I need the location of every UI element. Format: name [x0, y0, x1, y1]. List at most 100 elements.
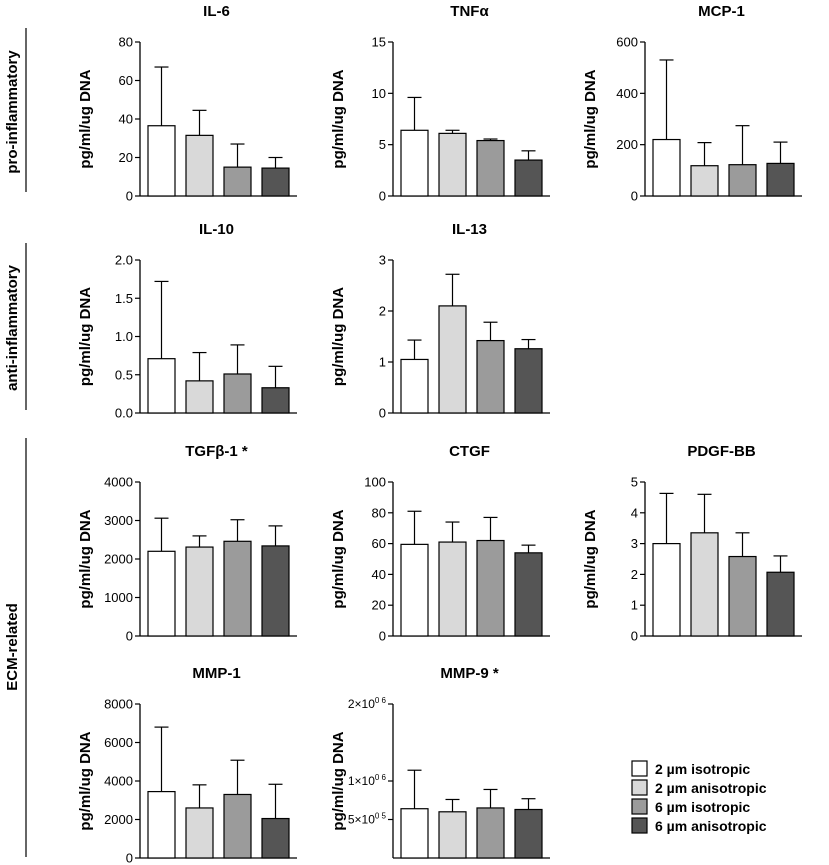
y-tick-label: 0.0 — [115, 406, 133, 421]
chart-title: TGFβ-1 * — [185, 443, 248, 460]
y-axis-label: pg/ml/ug DNA — [330, 731, 347, 830]
y-axis-label: pg/ml/ug DNA — [330, 509, 347, 608]
y-tick-label: 4 — [631, 505, 638, 520]
bar — [185, 807, 214, 859]
y-tick-label: 20 — [372, 598, 386, 613]
bar — [514, 552, 543, 637]
bar — [261, 167, 290, 197]
bar — [514, 808, 543, 859]
panel-mmp9: MMP-9 * pg/ml/ug DNA 5×100 5 1×100 6 2×100 6 — [330, 665, 550, 859]
y-tick-label: 0 — [379, 189, 386, 204]
panel-mcp1: MCP-1 pg/ml/ug DNA 0 200 400 600 — [582, 3, 802, 204]
bar — [476, 539, 505, 637]
bar — [690, 165, 719, 197]
bar — [400, 129, 429, 197]
legend-swatch — [631, 779, 648, 796]
bar — [261, 817, 290, 859]
bar — [400, 543, 429, 637]
legend-swatch — [631, 760, 648, 777]
y-axis-label: pg/ml/ug DNA — [77, 69, 94, 168]
legend-label: 2 µm anisotropic — [655, 780, 767, 796]
group-label: pro-inflammatory — [4, 50, 21, 174]
y-tick-label: 0 — [631, 189, 638, 204]
bar — [223, 540, 252, 637]
legend-swatch — [631, 817, 648, 834]
y-tick-label: 0 — [126, 851, 133, 865]
y-axis-label: pg/ml/ug DNA — [582, 509, 599, 608]
legend-item: 6 µm isotropic — [631, 798, 750, 815]
bar — [223, 373, 252, 414]
y-tick-label: 2000 — [104, 812, 133, 827]
legend-swatch — [631, 798, 648, 815]
chart-title: PDGF-BB — [687, 443, 755, 460]
y-tick-label: 200 — [616, 137, 638, 152]
legend-label: 6 µm anisotropic — [655, 818, 767, 834]
y-tick-label: 15 — [372, 35, 386, 50]
y-tick-label: 0 — [379, 406, 386, 421]
bar — [147, 550, 176, 637]
y-axis-label: pg/ml/ug DNA — [77, 509, 94, 608]
group-pro-inflammatory: pro-inflammatory — [4, 28, 27, 192]
legend-label: 6 µm isotropic — [655, 799, 750, 815]
bar — [223, 166, 252, 197]
y-tick-label: 3 — [379, 253, 386, 268]
chart-title: MCP-1 — [698, 3, 745, 20]
y-tick-label: 2×100 6 — [348, 696, 387, 711]
bar — [514, 159, 543, 197]
bar — [514, 348, 543, 414]
y-tick-label: 60 — [119, 73, 133, 88]
y-tick-label: 2 — [631, 567, 638, 582]
y-tick-label: 8000 — [104, 697, 133, 712]
bar — [147, 125, 176, 197]
panel-pdgfbb: PDGF-BB pg/ml/ug DNA 0 1 2 3 4 5 — [582, 443, 802, 644]
y-tick-label: 0 — [126, 189, 133, 204]
y-tick-label: 0 — [379, 629, 386, 644]
y-tick-label: 0 — [126, 629, 133, 644]
legend-item: 6 µm anisotropic — [631, 817, 767, 834]
y-tick-label: 80 — [372, 505, 386, 520]
legend-item: 2 µm anisotropic — [631, 779, 767, 796]
panel-il13: IL-13 pg/ml/ug DNA 0 1 2 3 — [330, 221, 550, 421]
bar — [223, 793, 252, 859]
bar — [400, 358, 429, 414]
chart-title: IL-10 — [199, 221, 234, 238]
legend-label: 2 µm isotropic — [655, 761, 750, 777]
panel-mmp1: MMP-1 pg/ml/ug DNA 0 2000 4000 6000 8000 — [77, 665, 297, 865]
chart-title: CTGF — [449, 443, 490, 460]
y-tick-label: 80 — [119, 35, 133, 50]
panel-il6: IL-6 pg/ml/ug DNA 0 20 40 60 80 — [77, 3, 297, 204]
group-anti-inflammatory: anti-inflammatory — [4, 243, 27, 410]
group-ecm-related: ECM-related — [4, 438, 27, 857]
bar — [185, 546, 214, 637]
y-axis-label: pg/ml/ug DNA — [330, 287, 347, 386]
chart-title: MMP-9 * — [440, 665, 499, 682]
bar — [766, 162, 795, 197]
y-tick-label: 20 — [119, 150, 133, 165]
chart-title: IL-6 — [203, 3, 230, 20]
y-tick-label: 4000 — [104, 475, 133, 490]
group-label: ECM-related — [4, 603, 21, 691]
y-tick-label: 40 — [119, 112, 133, 127]
panel-ctgf: CTGF pg/ml/ug DNA 0 20 40 60 80 100 — [330, 443, 550, 644]
y-tick-label: 60 — [372, 536, 386, 551]
bar — [652, 542, 681, 637]
bar — [438, 132, 467, 197]
y-tick-label: 400 — [616, 86, 638, 101]
bar — [728, 555, 757, 637]
y-tick-label: 100 — [364, 475, 386, 490]
bar — [438, 305, 467, 414]
chart-title: TNFα — [450, 3, 489, 20]
bar — [438, 811, 467, 859]
y-tick-label: 1 — [631, 598, 638, 613]
y-axis-label: pg/ml/ug DNA — [582, 69, 599, 168]
y-tick-label: 2.0 — [115, 253, 133, 268]
y-tick-label: 2 — [379, 304, 386, 319]
y-tick-label: 40 — [372, 567, 386, 582]
y-tick-label: 5×100 5 — [348, 812, 387, 827]
y-tick-label: 1.0 — [115, 329, 133, 344]
panel-tnfa: TNFα pg/ml/ug DNA 0 5 10 15 — [330, 3, 550, 204]
y-axis-label: pg/ml/ug DNA — [77, 287, 94, 386]
bar — [261, 387, 290, 414]
bar — [438, 541, 467, 637]
